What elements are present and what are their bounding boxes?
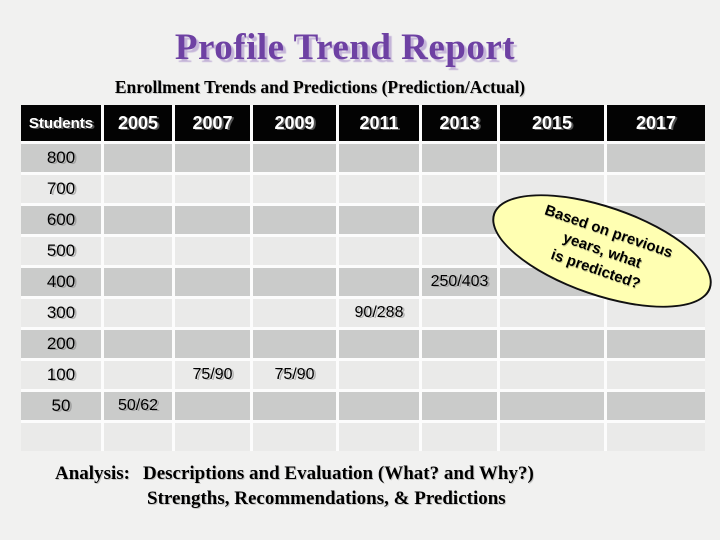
row-label-800: 800 — [21, 144, 101, 172]
data-cell — [500, 392, 604, 420]
data-cell — [175, 175, 250, 203]
data-cell — [422, 330, 497, 358]
data-cell — [104, 361, 172, 389]
data-cell — [500, 330, 604, 358]
row-label-100: 100 — [21, 361, 101, 389]
data-cell — [253, 392, 336, 420]
data-cell-100-2007: 75/90 — [175, 361, 250, 389]
data-cell — [339, 175, 419, 203]
analysis-note: Analysis: Descriptions and Evaluation (Wh… — [55, 461, 534, 511]
data-cell-400-2013: 250/403 — [422, 268, 497, 296]
analysis-label: Analysis: — [55, 463, 130, 484]
row-label-50: 50 — [21, 392, 101, 420]
data-cell — [253, 268, 336, 296]
column-header-2013: 2013 — [422, 105, 497, 141]
data-cell — [253, 237, 336, 265]
data-cell — [607, 392, 705, 420]
row-label-700: 700 — [21, 175, 101, 203]
row-label-300: 300 — [21, 299, 101, 327]
data-cell — [607, 330, 705, 358]
data-cell — [104, 206, 172, 234]
data-cell — [104, 175, 172, 203]
data-cell — [339, 392, 419, 420]
column-header-2005: 2005 — [104, 105, 172, 141]
analysis-text-2: Strengths, Recommendations, & Prediction… — [147, 488, 506, 509]
data-cell — [339, 144, 419, 172]
page-title: Profile Trend Report — [174, 27, 516, 68]
analysis-line-1: Analysis: Descriptions and Evaluation (Wh… — [55, 461, 534, 486]
data-cell — [339, 361, 419, 389]
data-cell — [175, 392, 250, 420]
data-cell — [175, 330, 250, 358]
enrollment-trend-table: Students 2005 2007 2009 2011 2013 2015 2… — [21, 105, 705, 451]
analysis-text-1: Descriptions and Evaluation (What? and W… — [142, 463, 534, 484]
row-label-600: 600 — [21, 206, 101, 234]
row-label-empty — [21, 423, 101, 451]
data-cell — [175, 423, 250, 451]
data-cell — [500, 423, 604, 451]
data-cell — [500, 299, 604, 327]
data-cell — [175, 144, 250, 172]
row-label-200: 200 — [21, 330, 101, 358]
data-cell — [253, 299, 336, 327]
column-header-students: Students — [21, 105, 101, 141]
data-cell-100-2009: 75/90 — [253, 361, 336, 389]
row-label-400: 400 — [21, 268, 101, 296]
data-cell — [104, 299, 172, 327]
data-cell — [500, 361, 604, 389]
column-header-2011: 2011 — [339, 105, 419, 141]
data-cell — [500, 144, 604, 172]
data-cell — [607, 361, 705, 389]
data-cell-300-2011: 90/288 — [339, 299, 419, 327]
data-cell — [175, 299, 250, 327]
data-cell-50-2005: 50/62 — [104, 392, 172, 420]
data-cell — [339, 237, 419, 265]
data-cell — [175, 237, 250, 265]
data-cell — [253, 330, 336, 358]
data-cell — [175, 206, 250, 234]
data-cell — [422, 206, 497, 234]
data-cell — [104, 237, 172, 265]
data-cell — [607, 423, 705, 451]
data-cell — [253, 206, 336, 234]
data-cell — [104, 423, 172, 451]
data-cell — [253, 423, 336, 451]
data-cell — [422, 144, 497, 172]
page-subtitle: Enrollment Trends and Predictions (Predi… — [114, 77, 526, 97]
data-cell — [253, 144, 336, 172]
column-header-2009: 2009 — [253, 105, 336, 141]
data-cell — [607, 144, 705, 172]
data-cell — [253, 175, 336, 203]
column-header-2015: 2015 — [500, 105, 604, 141]
data-cell — [339, 330, 419, 358]
data-cell — [339, 206, 419, 234]
data-cell — [607, 175, 705, 203]
data-cell — [422, 361, 497, 389]
data-cell — [422, 423, 497, 451]
column-header-2017: 2017 — [607, 105, 705, 141]
data-cell — [104, 330, 172, 358]
column-header-2007: 2007 — [175, 105, 250, 141]
data-cell — [339, 268, 419, 296]
data-cell — [104, 144, 172, 172]
data-cell — [175, 268, 250, 296]
data-cell — [422, 299, 497, 327]
row-label-500: 500 — [21, 237, 101, 265]
data-cell — [422, 237, 497, 265]
data-cell — [339, 423, 419, 451]
data-cell — [104, 268, 172, 296]
data-cell — [422, 392, 497, 420]
data-cell — [422, 175, 497, 203]
